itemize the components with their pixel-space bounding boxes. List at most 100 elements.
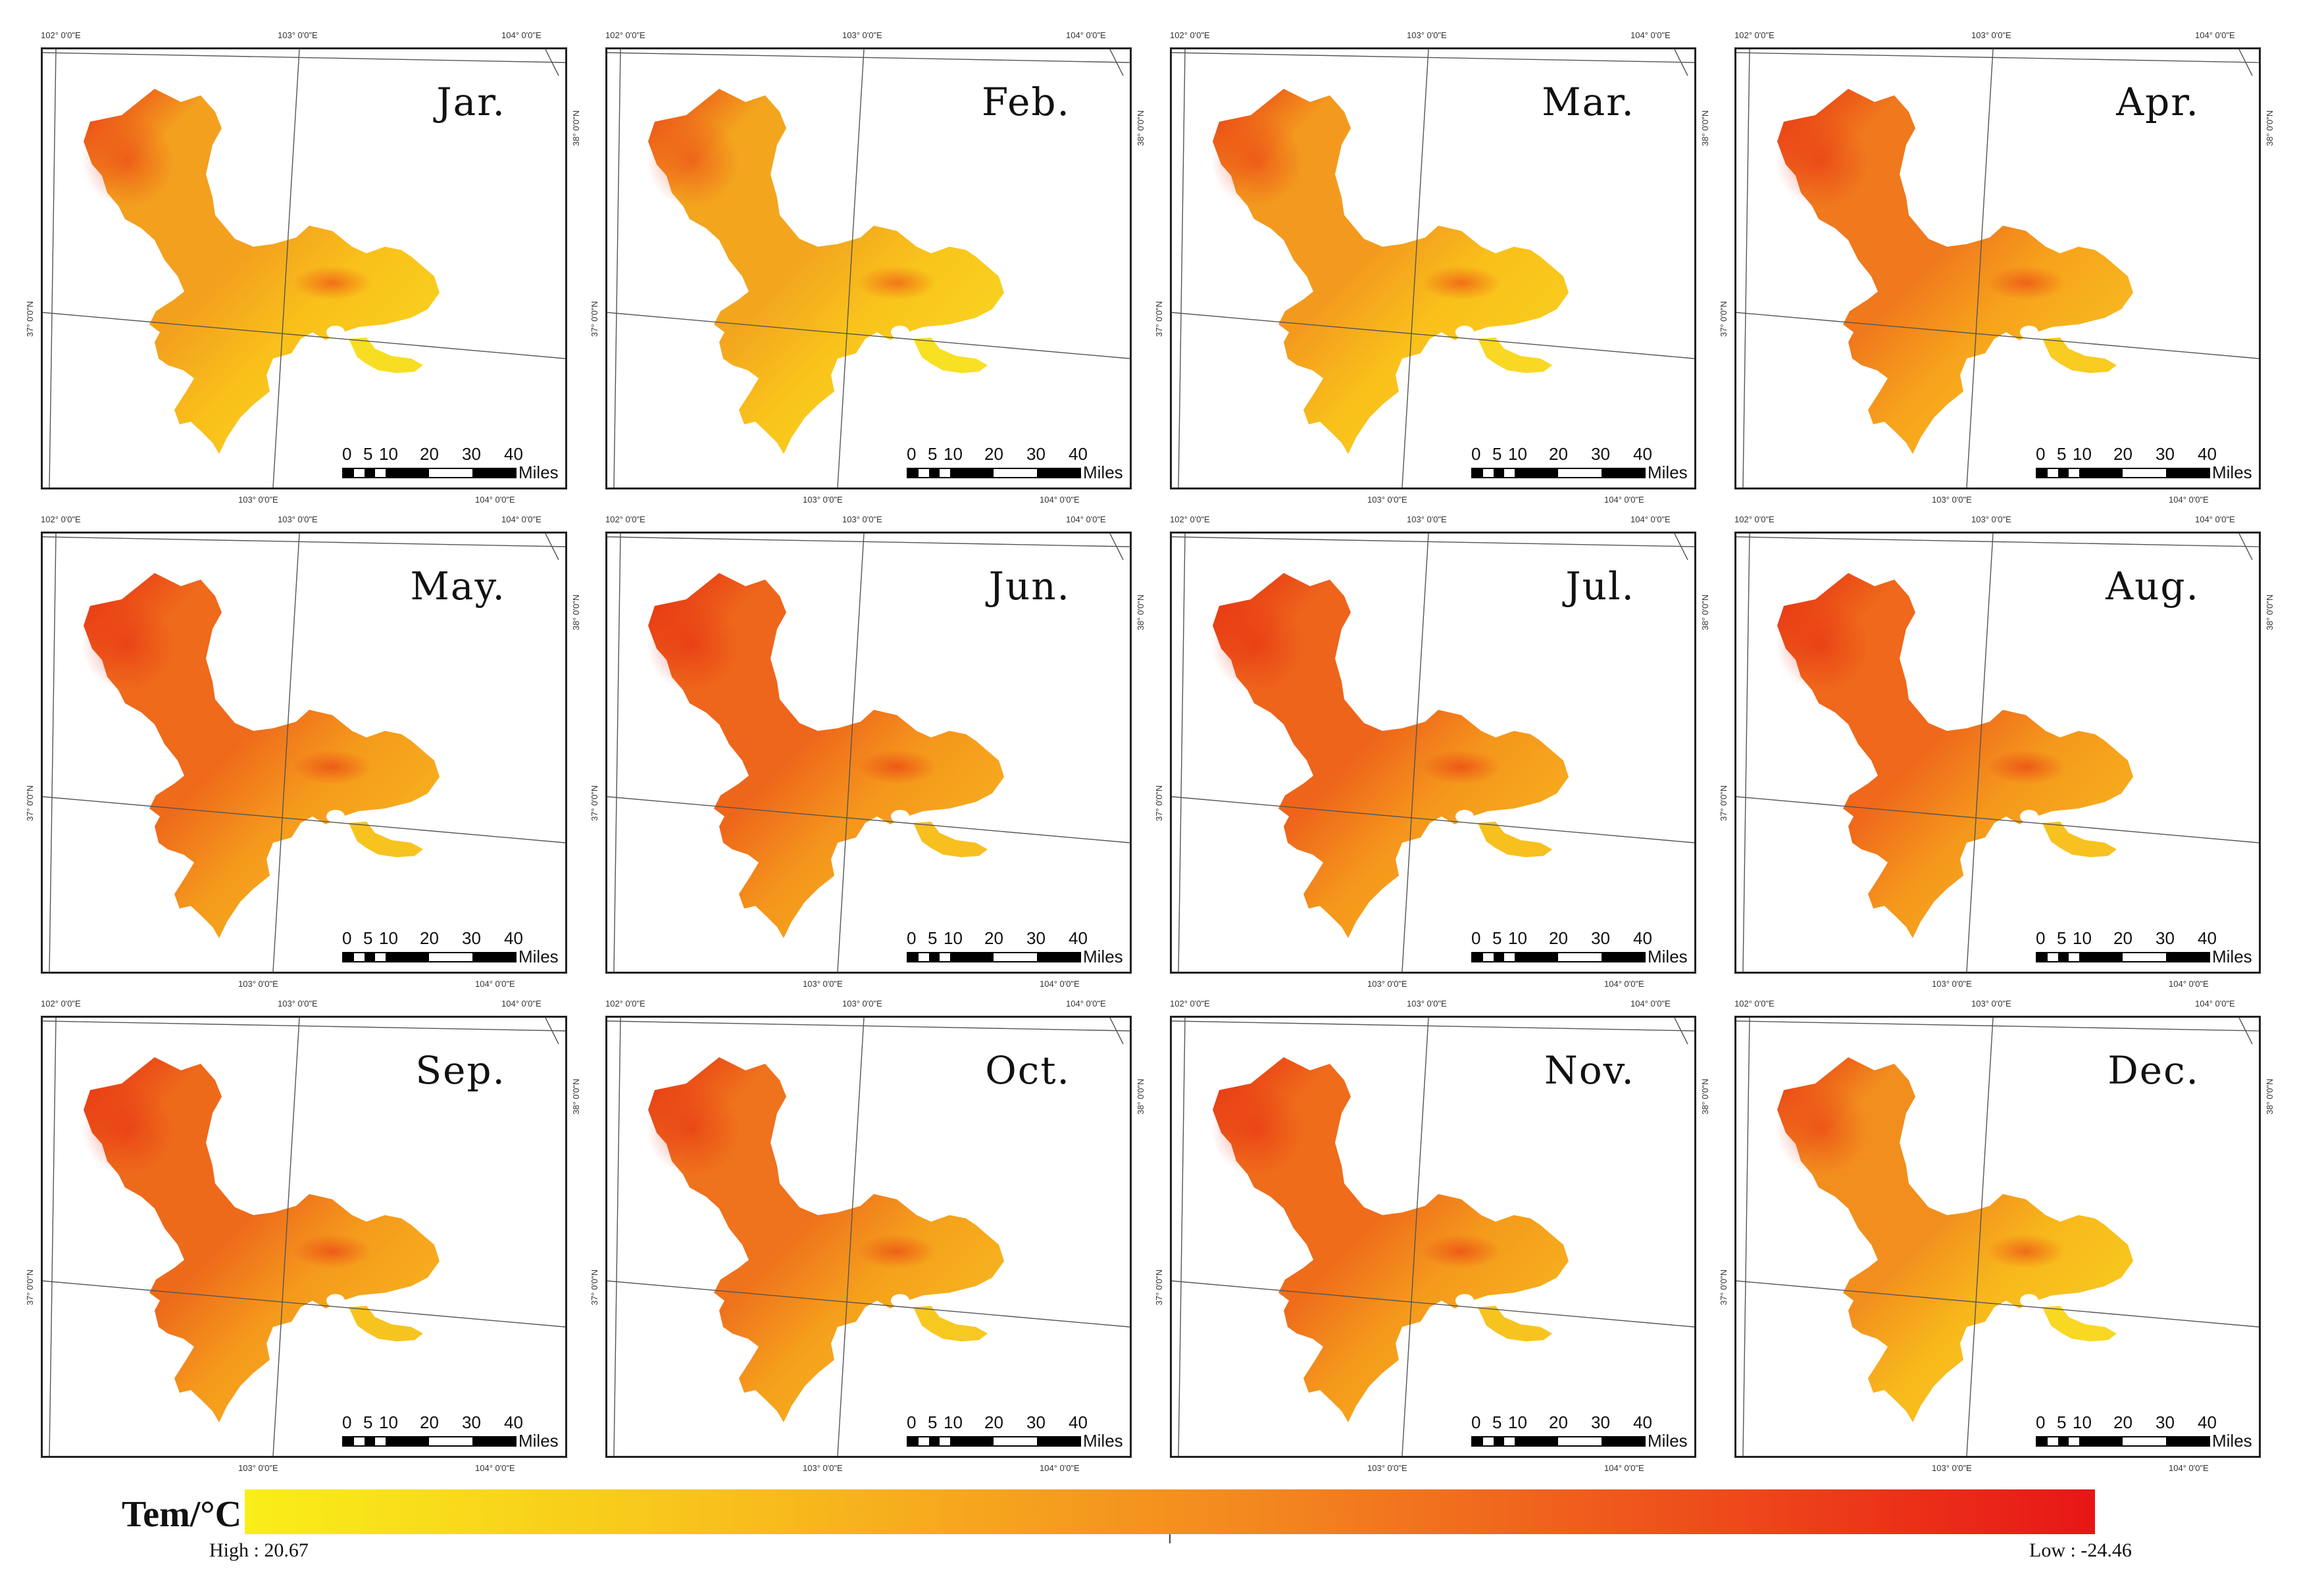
warm-zone-east <box>1422 750 1501 784</box>
longitude-label: 103° 0'0"E <box>1971 514 2011 524</box>
scale-bar-tick-label: 30 <box>462 928 481 948</box>
warm-zone-east <box>293 1234 372 1268</box>
scale-bar-segment <box>1473 1437 1483 1445</box>
scale-bar-tick-label: 10 <box>2073 444 2092 464</box>
scale-bar-tick-label: 40 <box>504 444 523 464</box>
longitude-label: 103° 0'0"E <box>1932 495 1972 505</box>
scale-bar-tick-label: 20 <box>2113 1412 2133 1432</box>
scale-bar-segment <box>2166 953 2209 961</box>
map-panel-sep: Sep. 0 5 10 20 30 40 Miles <box>41 1016 567 1458</box>
longitude-label: 103° 0'0"E <box>803 979 843 989</box>
scale-bar-unit: Miles <box>1083 462 1123 482</box>
longitude-label: 104° 0'0"E <box>2195 999 2235 1009</box>
graticule-line <box>1736 52 2259 63</box>
study-region <box>648 573 1004 938</box>
longitude-label: 103° 0'0"E <box>278 514 318 524</box>
study-region <box>1213 573 1569 938</box>
scale-bar-segments <box>342 468 517 478</box>
study-region <box>84 89 440 454</box>
longitude-label: 104° 0'0"E <box>2169 979 2209 989</box>
warm-zone-northwest <box>1211 599 1303 691</box>
lake-hole <box>2020 326 2038 339</box>
scale-bar-unit: Miles <box>1648 462 1688 482</box>
scale-bar-segment <box>1515 1437 1558 1445</box>
scale-bar-segment <box>2058 469 2069 477</box>
scale-bar-segment <box>1504 953 1515 961</box>
scale-bar-segment <box>1602 1437 1644 1445</box>
graticule-line <box>1736 796 2259 843</box>
scale-bar-tick-label: 10 <box>944 444 963 464</box>
latitude-label: 38° 0'0"N <box>2265 110 2275 146</box>
graticule-line <box>49 534 57 972</box>
graticule-line <box>837 1018 865 1456</box>
region-branch <box>2042 337 2117 373</box>
month-label: Oct. <box>985 1048 1071 1093</box>
study-region <box>84 1057 440 1422</box>
warm-zone-northwest <box>647 1084 739 1176</box>
longitude-label: 103° 0'0"E <box>238 979 278 989</box>
scale-bar-segments <box>1471 468 1646 478</box>
longitude-label: 104° 0'0"E <box>1066 30 1106 40</box>
scale-bar-tick-label: 10 <box>1508 1412 1527 1432</box>
longitude-label: 104° 0'0"E <box>1604 495 1644 505</box>
lake-hole <box>2020 810 2038 823</box>
scale-bar-tick-label: 5 <box>1492 928 1502 948</box>
scale-bar-segment <box>919 953 929 961</box>
lake-hole <box>2020 1294 2038 1307</box>
map-panel-jun: Jun. 0 5 10 20 30 40 Miles <box>605 532 1132 974</box>
longitude-label: 103° 0'0"E <box>1367 1463 1407 1473</box>
region-branch <box>1478 337 1552 373</box>
graticule-line <box>43 1280 565 1328</box>
longitude-label: 103° 0'0"E <box>842 514 882 524</box>
graticule-line <box>613 534 621 972</box>
scale-bar: 0 5 10 20 30 40 Miles <box>1471 928 1688 968</box>
scale-bar-tick-label: 10 <box>1508 928 1527 948</box>
warm-zone-northwest <box>647 599 739 691</box>
longitude-label: 104° 0'0"E <box>475 979 515 989</box>
study-region <box>1777 1057 2133 1422</box>
scale-bar-segment <box>940 1437 950 1445</box>
graticule-line <box>1178 1018 1186 1456</box>
graticule-line <box>49 49 57 487</box>
scale-bar-segment <box>940 953 950 961</box>
scale-bar-tick-label: 20 <box>1549 444 1568 464</box>
scale-bar-segments <box>2036 952 2210 962</box>
graticule-line <box>613 49 621 487</box>
graticule-line <box>607 1020 1130 1032</box>
scale-bar-tick-label: 30 <box>1591 1412 1610 1432</box>
map-panel-oct: Oct. 0 5 10 20 30 40 Miles <box>605 1016 1132 1458</box>
scale-bar-segment <box>1558 1437 1602 1445</box>
longitude-label: 104° 0'0"E <box>2169 1463 2209 1473</box>
scale-bar-segment <box>994 1437 1037 1445</box>
scale-bar-segments <box>907 952 1081 962</box>
scale-bar-tick-label: 20 <box>420 928 439 948</box>
longitude-label: 104° 0'0"E <box>1630 514 1671 524</box>
scale-bar-segment <box>950 469 994 477</box>
month-label: Mar. <box>1542 80 1635 124</box>
latitude-label: 38° 0'0"N <box>2265 594 2275 630</box>
longitude-label: 103° 0'0"E <box>1407 999 1447 1009</box>
study-region <box>648 89 1004 454</box>
map-panel-nov: Nov. 0 5 10 20 30 40 Miles <box>1170 1016 1696 1458</box>
scale-bar-segment <box>386 953 429 961</box>
scale-bar-tick-label: 5 <box>2057 1412 2067 1432</box>
scale-bar-segment <box>1037 469 1080 477</box>
map-panel-apr: Apr. 0 5 10 20 30 40 Miles <box>1734 47 2261 489</box>
graticule-line <box>272 1018 300 1456</box>
map-panel-jar: Jar. 0 5 10 20 30 40 Miles <box>41 47 567 489</box>
temperature-map <box>43 534 565 972</box>
region-branch <box>2042 822 2117 857</box>
scale-bar-segments <box>2036 468 2210 478</box>
longitude-label: 104° 0'0"E <box>1040 1463 1080 1473</box>
scale-bar-segment <box>429 1437 472 1445</box>
latitude-label: 37° 0'0"N <box>590 301 599 337</box>
map-panel-feb: Feb. 0 5 10 20 30 40 Miles <box>605 47 1132 489</box>
longitude-label: 103° 0'0"E <box>803 495 843 505</box>
legend-low-label: Low : -24.46 <box>2029 1539 2132 1561</box>
longitude-label: 103° 0'0"E <box>1932 1463 1972 1473</box>
region-branch <box>913 337 988 373</box>
longitude-label: 104° 0'0"E <box>2195 30 2235 40</box>
scale-bar-segment <box>929 953 940 961</box>
graticule-line <box>1736 536 2259 547</box>
longitude-label: 104° 0'0"E <box>1604 1463 1644 1473</box>
